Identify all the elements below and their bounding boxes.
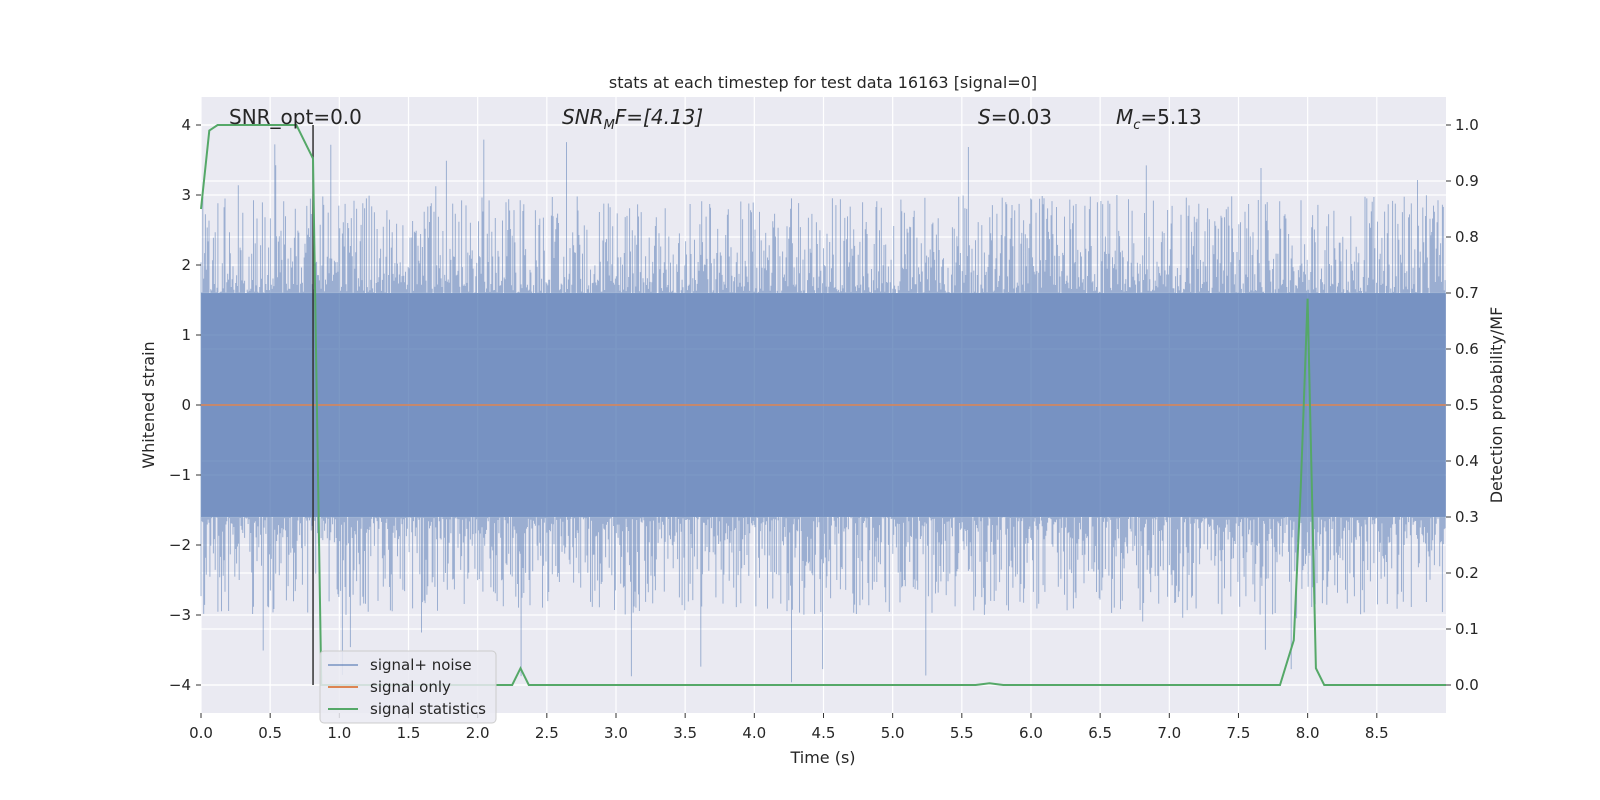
right-tick-label: 0.3	[1455, 508, 1479, 526]
x-tick-label: 0.0	[189, 724, 213, 742]
x-tick-label: 3.0	[604, 724, 628, 742]
left-tick-label: −1	[169, 466, 191, 484]
x-tick-label: 8.5	[1365, 724, 1389, 742]
x-axis-ticks: 0.0 0.5 1.0 1.5 2.0 2.5 3.0 3.5 4.0 4.5 5.0 5.5 6.0 6…	[189, 713, 1389, 742]
x-tick-label: 5.5	[950, 724, 974, 742]
right-tick-label: 0.1	[1455, 620, 1479, 638]
left-axis-ticks: −4 −3 −2 −1 0 1 2 3 4	[169, 116, 201, 694]
left-tick-label: −4	[169, 676, 191, 694]
x-tick-label: 2.0	[466, 724, 490, 742]
left-tick-label: −2	[169, 536, 191, 554]
x-tick-label: 2.5	[535, 724, 559, 742]
x-tick-label: 3.5	[673, 724, 697, 742]
x-tick-label: 8.0	[1296, 724, 1320, 742]
left-tick-label: 1	[181, 326, 191, 344]
annotation-snr-opt: SNR_opt=0.0	[229, 105, 362, 129]
left-tick-label: 4	[181, 116, 191, 134]
left-axis-label: Whitened strain	[139, 341, 158, 468]
x-tick-label: 6.5	[1088, 724, 1112, 742]
x-tick-label: 4.5	[812, 724, 836, 742]
legend-label-signal-statistics: signal statistics	[370, 700, 486, 718]
x-tick-label: 0.5	[258, 724, 282, 742]
right-tick-label: 0.7	[1455, 284, 1479, 302]
right-tick-label: 0.5	[1455, 396, 1479, 414]
x-axis-label: Time (s)	[789, 748, 855, 767]
left-tick-label: 0	[181, 396, 191, 414]
right-axis-label: Detection probability/MF	[1487, 307, 1506, 504]
x-tick-label: 5.0	[881, 724, 905, 742]
chart-title: stats at each timestep for test data 161…	[609, 73, 1037, 92]
left-tick-label: −3	[169, 606, 191, 624]
right-axis-ticks: 0.0 0.1 0.2 0.3 0.4 0.5 0.6 0.7 0.8 0.9 1.0	[1446, 116, 1479, 694]
x-tick-label: 4.0	[742, 724, 766, 742]
legend-label-signal-only: signal only	[370, 678, 451, 696]
x-tick-label: 7.0	[1157, 724, 1181, 742]
left-tick-label: 2	[181, 256, 191, 274]
right-tick-label: 0.9	[1455, 172, 1479, 190]
x-tick-label: 7.5	[1227, 724, 1251, 742]
left-tick-label: 3	[181, 186, 191, 204]
right-tick-label: 0.8	[1455, 228, 1479, 246]
legend-box	[319, 650, 497, 724]
x-tick-label: 1.5	[397, 724, 421, 742]
annotation-mc: Mc=5.13	[1116, 105, 1202, 133]
legend: signal+ noise signal only signal statist…	[319, 650, 497, 724]
right-tick-label: 0.4	[1455, 452, 1479, 470]
right-tick-label: 1.0	[1455, 116, 1479, 134]
series-signal-statistics	[200, 124, 1446, 686]
right-tick-label: 0.6	[1455, 340, 1479, 358]
x-tick-label: 1.0	[327, 724, 351, 742]
right-tick-label: 0.2	[1455, 564, 1479, 582]
x-tick-label: 6.0	[1019, 724, 1043, 742]
right-tick-label: 0.0	[1455, 676, 1479, 694]
annotation-snr-mf: SNRMF=[4.13]	[562, 105, 703, 133]
legend-label-signal-plus-noise: signal+ noise	[370, 656, 472, 674]
annotation-s: S=0.03	[978, 105, 1052, 129]
